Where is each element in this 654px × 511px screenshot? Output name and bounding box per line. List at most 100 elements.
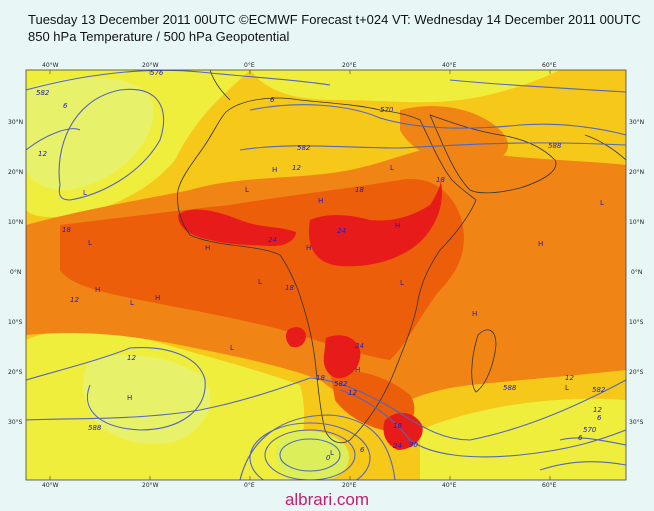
contour-label: 12 — [127, 354, 136, 362]
contour-label: 582 — [334, 380, 348, 388]
lat-label-right: 20°S — [629, 369, 644, 376]
pressure-high-mark: H — [395, 222, 400, 230]
contour-label: 18 — [393, 422, 402, 430]
pressure-low-mark: L — [400, 279, 404, 287]
lat-label-right: 0°N — [631, 269, 642, 276]
lon-label-bottom: 20°W — [142, 482, 159, 489]
pressure-low-mark: L — [230, 344, 234, 352]
contour-label: 588 — [548, 142, 562, 150]
contour-label: 12 — [593, 406, 602, 414]
lon-label-top: 40°E — [442, 62, 457, 69]
temp-band-0-6-nw — [26, 78, 154, 191]
contour-label: 582 — [592, 386, 606, 394]
contour-label: 570 — [583, 426, 597, 434]
contour-label: 582 — [297, 144, 311, 152]
temp-band-30-west — [178, 209, 296, 247]
pressure-low-mark: L — [330, 449, 334, 457]
pressure-high-mark: H — [127, 394, 132, 402]
contour-label: 24 — [268, 236, 277, 244]
lon-label-bottom: 20°E — [342, 482, 357, 489]
lat-label-left: 10°S — [8, 319, 23, 326]
pressure-low-mark: L — [130, 299, 134, 307]
contour-label: 12 — [348, 389, 357, 397]
contour-label: 18 — [62, 226, 71, 234]
lon-label-bottom: 40°E — [442, 482, 457, 489]
contour-label: 18 — [355, 186, 364, 194]
lat-label-left: 0°N — [10, 269, 21, 276]
contour-label: 588 — [88, 424, 102, 432]
contour-label: 6 — [270, 96, 275, 104]
forecast-title: Tuesday 13 December 2011 00UTC ©ECMWF Fo… — [28, 12, 641, 27]
contour-label: 570 — [380, 106, 394, 114]
temp-band-30-central — [308, 178, 442, 267]
pressure-low-mark: L — [83, 189, 87, 197]
temp-band-6-12-se — [420, 398, 626, 480]
pressure-high-mark: H — [306, 244, 311, 252]
pressure-low-mark: L — [245, 186, 249, 194]
weather-map: 576 582 6 570 6 582 12 12 588 18 18 24 2… — [8, 62, 644, 489]
pressure-high-mark: H — [318, 197, 323, 205]
arabia-coast — [429, 114, 557, 194]
contour-label: 12 — [70, 296, 79, 304]
contour-label: 576 — [150, 69, 164, 77]
pressure-high-mark: H — [205, 244, 210, 252]
temp-band-30-south — [323, 335, 361, 379]
contour-label: 24 — [337, 227, 346, 235]
contour-label: 12 — [565, 374, 574, 382]
pressure-low-mark: L — [600, 199, 604, 207]
temp-band-6-12-north — [250, 70, 560, 103]
temp-band-18-24-ne — [400, 106, 509, 165]
lat-label-left: 20°N — [8, 169, 23, 176]
lat-label-left: 10°N — [8, 219, 23, 226]
pressure-high-mark: H — [538, 240, 543, 248]
india-coast — [584, 134, 626, 161]
contour-label: 588 — [503, 384, 517, 392]
map-frame — [25, 69, 627, 481]
madagascar-coast — [471, 329, 497, 393]
pressure-low-mark: L — [258, 278, 262, 286]
contour-label: 18 — [285, 284, 294, 292]
lon-label-bottom: 0°E — [244, 482, 255, 489]
pressure-high-mark: H — [95, 286, 100, 294]
contour-label: 24 — [393, 442, 402, 450]
site-watermark: albrari.com — [284, 490, 370, 509]
forecast-subtitle: 850 hPa Temperature / 500 hPa Geopotenti… — [28, 29, 290, 44]
pressure-high-mark: H — [272, 166, 277, 174]
pressure-low-mark: L — [88, 239, 92, 247]
lon-label-top: 20°E — [342, 62, 357, 69]
contour-label: 18 — [316, 374, 325, 382]
contour-label: 582 — [36, 89, 50, 97]
pressure-low-mark: L — [390, 164, 394, 172]
lon-label-top: 20°W — [142, 62, 159, 69]
lat-label-right: 30°S — [629, 419, 644, 426]
contour-label: 6 — [63, 102, 68, 110]
contour-label: 6 — [597, 414, 602, 422]
contour-label: 0 — [326, 454, 331, 462]
contour-label: 24 — [355, 342, 364, 350]
pressure-high-mark: H — [472, 310, 477, 318]
lat-label-right: 20°N — [629, 169, 644, 176]
pressure-high-mark: H — [355, 366, 360, 374]
lon-label-top: 60°E — [542, 62, 557, 69]
geopotential-contours — [26, 70, 626, 480]
pressure-high-mark: H — [155, 294, 160, 302]
lat-label-right: 30°N — [629, 119, 644, 126]
lon-label-bottom: 40°W — [42, 482, 59, 489]
lat-label-left: 30°N — [8, 119, 23, 126]
lat-label-left: 30°S — [8, 419, 23, 426]
lat-label-right: 10°S — [629, 319, 644, 326]
lon-label-top: 40°W — [42, 62, 59, 69]
tick-marks — [49, 70, 551, 480]
coastlines — [177, 70, 626, 444]
lon-label-bottom: 60°E — [542, 482, 557, 489]
contour-label: 12 — [292, 164, 301, 172]
contour-label: 18 — [436, 176, 445, 184]
contour-label: 12 — [38, 150, 47, 158]
contour-label: 6 — [360, 446, 365, 454]
temp-band-0-6-sw — [83, 355, 211, 444]
contour-label: 30 — [409, 441, 418, 449]
lon-label-top: 0°E — [244, 62, 255, 69]
africa-coast — [177, 97, 477, 444]
lat-label-right: 10°N — [629, 219, 644, 226]
lat-label-left: 20°S — [8, 369, 23, 376]
